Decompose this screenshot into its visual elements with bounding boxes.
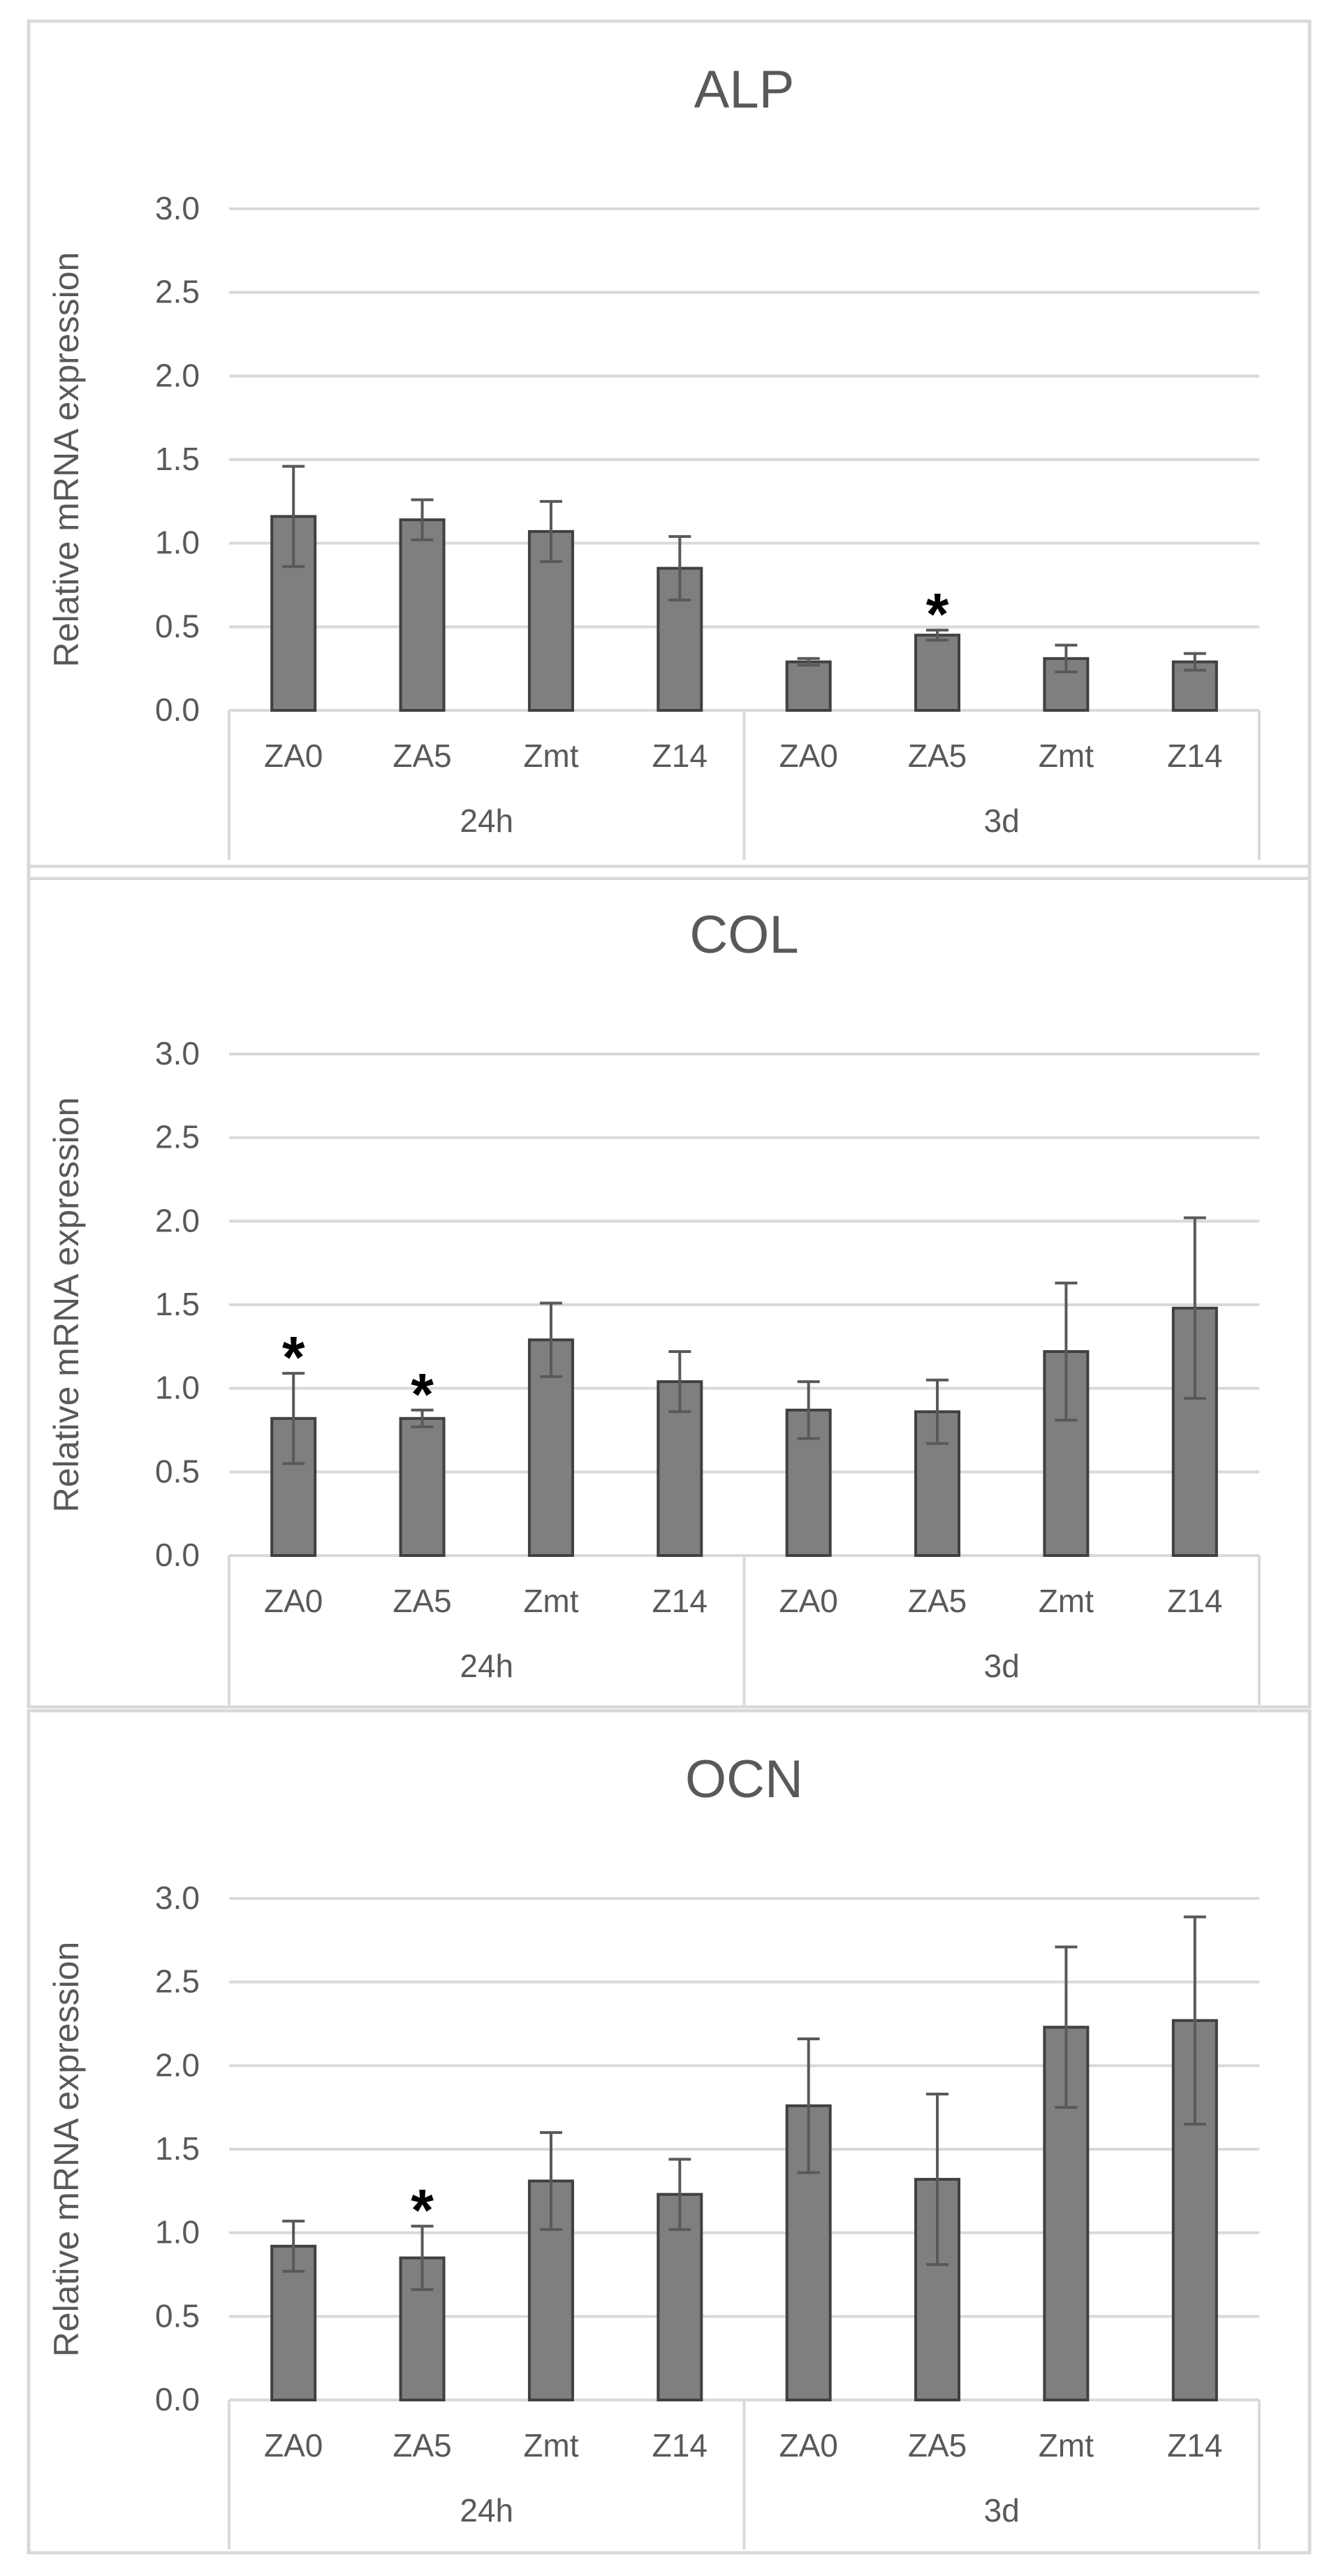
chart-panel-col: COL 0.0 0.5 1.0 1.5 2.0 2.5 3.0 Relative mRNA ex… bbox=[27, 865, 1312, 1708]
category-label: ZA5 bbox=[908, 2427, 967, 2464]
y-axis-label: Relative mRNA expression bbox=[47, 1942, 86, 2357]
bar bbox=[399, 1417, 446, 1557]
error-bar bbox=[797, 1380, 820, 1440]
y-tick-label: 0.5 bbox=[155, 1453, 200, 1489]
category-label: ZA5 bbox=[393, 2427, 451, 2464]
bar bbox=[785, 1408, 832, 1558]
category-label: ZA0 bbox=[779, 1583, 838, 1619]
y-tick-label: 0.0 bbox=[155, 1537, 200, 1573]
group-label: 24h bbox=[460, 1648, 513, 1684]
y-axis-label: Relative mRNA expression bbox=[47, 252, 86, 668]
y-tick-label: 2.0 bbox=[155, 357, 200, 393]
error-bar bbox=[1055, 1945, 1078, 2109]
y-tick-label: 2.0 bbox=[155, 1202, 200, 1238]
y-tick-label: 2.5 bbox=[155, 1119, 200, 1155]
error-bar bbox=[926, 1378, 949, 1445]
category-label: Z14 bbox=[1167, 2427, 1222, 2464]
y-tick-label: 2.5 bbox=[155, 1963, 200, 2000]
y-tick-label: 0.0 bbox=[155, 691, 200, 728]
category-label: Z14 bbox=[1167, 738, 1222, 774]
error-bar bbox=[411, 2225, 434, 2292]
category-label: ZA0 bbox=[779, 738, 838, 774]
error-bar bbox=[797, 657, 820, 667]
category-label: ZA5 bbox=[393, 1583, 451, 1619]
significance-marker: * bbox=[926, 581, 949, 647]
category-label: Z14 bbox=[652, 738, 708, 774]
error-bar bbox=[668, 1350, 691, 1414]
y-tick-label: 0.5 bbox=[155, 608, 200, 644]
y-tick-label: 1.0 bbox=[155, 2214, 200, 2251]
error-bar bbox=[539, 1301, 562, 1378]
category-label: Zmt bbox=[1039, 1583, 1094, 1619]
chart-frame bbox=[27, 20, 1312, 880]
y-tick-label: 1.0 bbox=[155, 1370, 200, 1406]
error-bar bbox=[1055, 1281, 1078, 1422]
category-label: Zmt bbox=[1039, 738, 1094, 774]
error-bar bbox=[1183, 1216, 1206, 1400]
bar bbox=[914, 634, 961, 712]
y-tick-label: 1.5 bbox=[155, 2130, 200, 2167]
y-tick-label: 0.5 bbox=[155, 2297, 200, 2334]
group-label: 3d bbox=[984, 1648, 1020, 1684]
chart-panel-alp: ALP 0.0 0.5 1.0 1.5 2.0 2.5 3.0 Relative mRNA ex… bbox=[27, 20, 1312, 880]
y-tick-label: 1.5 bbox=[155, 1286, 200, 1322]
error-bar bbox=[1183, 1915, 1206, 2126]
chart-title: ALP bbox=[694, 60, 795, 119]
category-label: Zmt bbox=[523, 738, 578, 774]
error-bar bbox=[1183, 652, 1206, 672]
y-axis-label: Relative mRNA expression bbox=[47, 1097, 86, 1513]
error-bar bbox=[282, 2219, 305, 2273]
bar bbox=[785, 660, 832, 712]
category-label: ZA0 bbox=[264, 2427, 323, 2464]
y-tick-label: 3.0 bbox=[155, 1880, 200, 1916]
category-label: Z14 bbox=[652, 1583, 708, 1619]
error-bar bbox=[668, 535, 691, 602]
error-bar bbox=[539, 499, 562, 563]
y-tick-label: 0.0 bbox=[155, 2381, 200, 2417]
category-label: ZA0 bbox=[264, 1583, 323, 1619]
chart-frame bbox=[27, 1709, 1312, 2554]
group-label: 3d bbox=[984, 2492, 1020, 2529]
category-label: Z14 bbox=[652, 2427, 708, 2464]
category-label: ZA5 bbox=[908, 1583, 967, 1619]
significance-marker: * bbox=[411, 1361, 434, 1427]
y-tick-label: 2.0 bbox=[155, 2047, 200, 2083]
category-label: Zmt bbox=[523, 1583, 578, 1619]
chart-title: COL bbox=[689, 905, 798, 965]
error-bar bbox=[539, 2131, 562, 2231]
chart-panel-ocn: OCN 0.0 0.5 1.0 1.5 2.0 2.5 3.0 Relative mRNA ex… bbox=[27, 1709, 1312, 2554]
y-tick-label: 3.0 bbox=[155, 190, 200, 226]
error-bar bbox=[797, 2037, 820, 2174]
error-bar bbox=[411, 1408, 434, 1428]
chart-title: OCN bbox=[685, 1750, 803, 1809]
bar bbox=[399, 518, 446, 712]
error-bar bbox=[282, 464, 305, 569]
category-label: ZA0 bbox=[264, 738, 323, 774]
group-label: 24h bbox=[460, 2492, 513, 2529]
error-bar bbox=[411, 498, 434, 541]
category-label: Z14 bbox=[1167, 1583, 1222, 1619]
category-label: Zmt bbox=[523, 2427, 578, 2464]
category-label: ZA0 bbox=[779, 2427, 838, 2464]
error-bar bbox=[1055, 643, 1078, 673]
error-bar bbox=[668, 2158, 691, 2231]
error-bar bbox=[926, 629, 949, 642]
significance-marker: * bbox=[282, 1324, 305, 1390]
chart-frame bbox=[27, 865, 1312, 1708]
category-label: ZA5 bbox=[393, 738, 451, 774]
error-bar bbox=[926, 2093, 949, 2267]
significance-marker: * bbox=[411, 2177, 434, 2243]
error-bar bbox=[282, 1372, 305, 1465]
category-label: Zmt bbox=[1039, 2427, 1094, 2464]
group-label: 3d bbox=[984, 803, 1020, 839]
category-label: ZA5 bbox=[908, 738, 967, 774]
group-label: 24h bbox=[460, 803, 513, 839]
y-tick-label: 1.0 bbox=[155, 525, 200, 561]
y-tick-label: 1.5 bbox=[155, 441, 200, 477]
y-tick-label: 2.5 bbox=[155, 274, 200, 310]
y-tick-label: 3.0 bbox=[155, 1035, 200, 1071]
